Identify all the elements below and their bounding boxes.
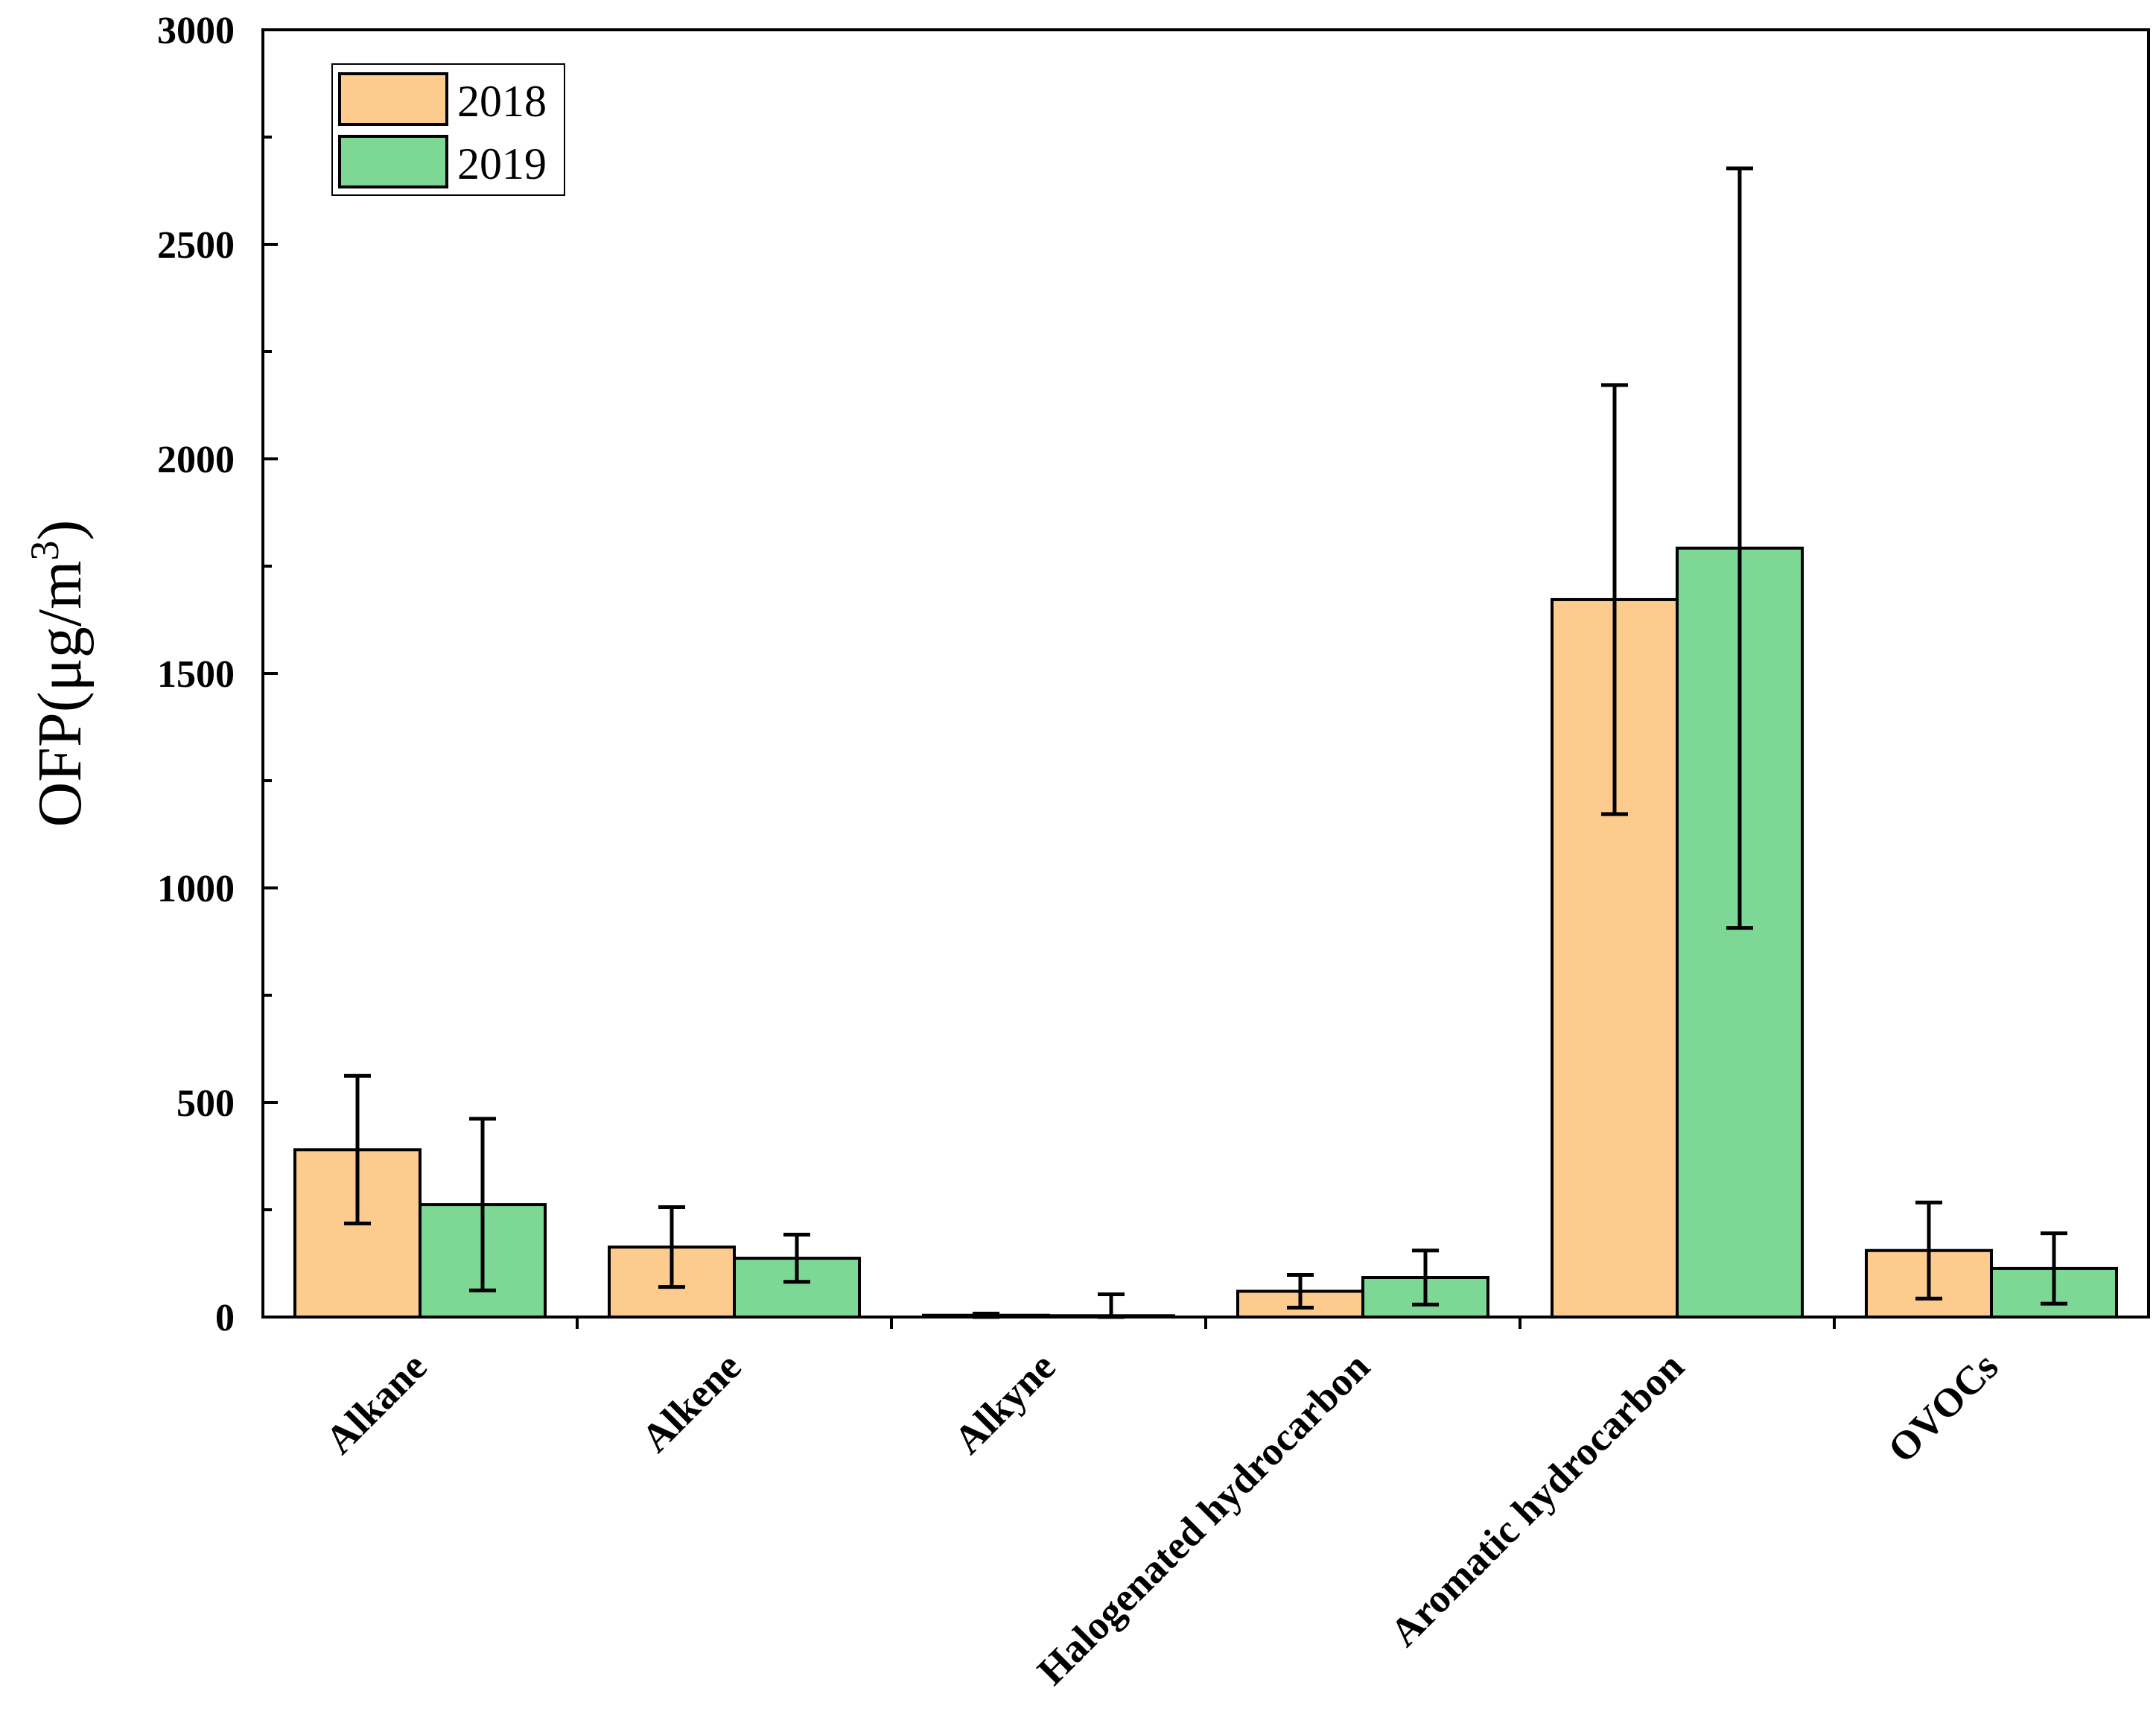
- bar-chart: 050010001500200025003000 Alkane Alkene Alk…: [0, 0, 2156, 1723]
- x-tick-label-ovocs: OVOCs: [1879, 1344, 2006, 1471]
- y-axis-label-superscript: 3: [22, 541, 67, 561]
- x-tick-label-aromatic-hydrocarbon: Aromatic hydrocarbon: [1381, 1344, 1693, 1655]
- y-tick-label: 1000: [157, 868, 235, 910]
- y-tick-label: 1500: [157, 653, 235, 696]
- y-axis-label-close: ): [25, 520, 95, 541]
- legend-swatch-2019: [340, 136, 447, 187]
- error-bar-alkyne-2019: [1098, 1294, 1125, 1317]
- y-axis-label-text: OFP(μg/m: [25, 561, 95, 828]
- y-tick-label: 2500: [157, 224, 235, 267]
- x-tick-label-alkane: Alkane: [317, 1344, 435, 1462]
- y-axis: 0 500 1000 1500 2000 2500 3000: [157, 10, 278, 1339]
- y-tick-label: 2000: [157, 439, 235, 481]
- error-bars-layer: [344, 168, 2067, 1317]
- legend: 2018 2019: [332, 64, 565, 195]
- legend-label-2018: 2018: [457, 77, 547, 126]
- legend-swatch-2018: [340, 74, 447, 124]
- bars-layer: [295, 548, 2117, 1317]
- plot-frame: [263, 30, 2149, 1317]
- y-tick-label: 0: [215, 1297, 235, 1339]
- y-axis-label: OFP(μg/m3): [22, 520, 95, 828]
- y-tick-label: 3000: [157, 10, 235, 52]
- y-tick-label: 500: [177, 1082, 235, 1125]
- x-tick-label-alkyne: Alkyne: [945, 1344, 1063, 1462]
- x-tick-label-alkene: Alkene: [633, 1344, 750, 1461]
- svg-text:OFP(μg/m3): OFP(μg/m3): [22, 520, 95, 828]
- axes-layer: [263, 30, 2149, 1317]
- legend-label-2019: 2019: [457, 139, 547, 188]
- x-tick-label-halogenated-hydrocarbon: Halogenated hydrocarbon: [1028, 1344, 1378, 1693]
